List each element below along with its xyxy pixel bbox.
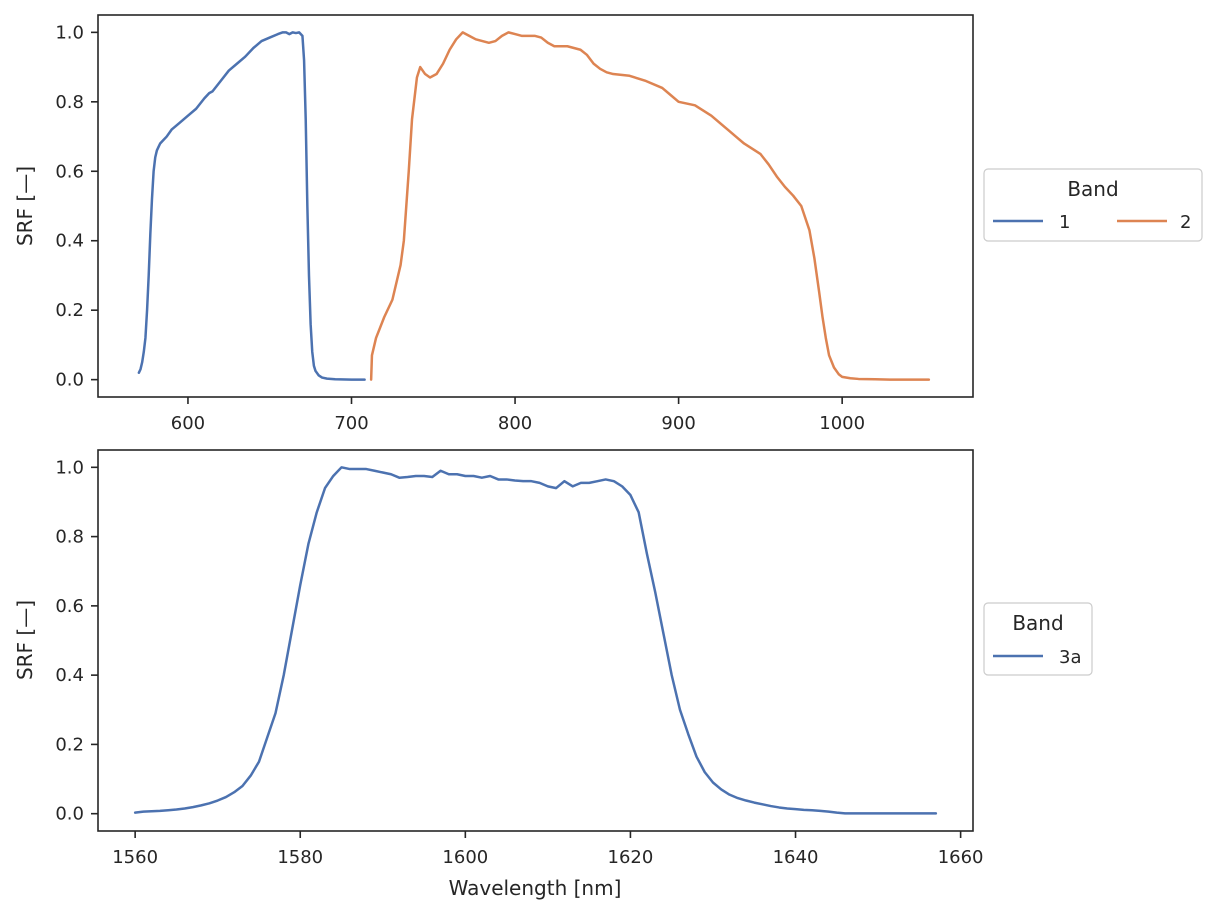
top-series-line-band-1 [137, 31, 366, 381]
top-legend-label-1: 1 [1059, 212, 1070, 233]
top-series-line-band-2 [369, 31, 931, 381]
top-y-tick-label: 1.0 [55, 22, 84, 43]
bottom-y-tick-label: 0.6 [55, 596, 84, 617]
bottom-x-tick-label: 1620 [608, 847, 654, 868]
top-y-tick-label: 0.6 [55, 161, 84, 182]
bottom-y-tick-label: 0.8 [55, 527, 84, 548]
top-legend-title: Band [1067, 177, 1118, 201]
bottom-x-tick-label: 1660 [938, 847, 984, 868]
top-x-ticks: 600 700 800 900 1000 [171, 397, 865, 434]
top-series-layer [137, 31, 931, 381]
top-x-tick-label: 700 [334, 413, 368, 434]
top-y-tick-label: 0.4 [55, 231, 84, 252]
top-plot-frame [97, 14, 974, 398]
bottom-legend-title: Band [1012, 611, 1063, 635]
bottom-y-ticks: 0.0 0.2 0.4 0.6 0.8 1.0 [55, 457, 98, 825]
bottom-x-tick-label: 1600 [442, 847, 488, 868]
top-x-tick-label: 600 [171, 413, 205, 434]
bottom-y-tick-label: 0.2 [55, 734, 84, 755]
top-x-tick-label: 900 [661, 413, 695, 434]
top-y-tick-label: 0.2 [55, 300, 84, 321]
top-x-tick-label: 800 [498, 413, 532, 434]
bottom-legend-label-3a: 3a [1059, 647, 1081, 668]
top-x-tick-label: 1000 [819, 413, 865, 434]
bottom-plot-frame [97, 449, 974, 832]
bottom-x-tick-label: 1560 [112, 847, 158, 868]
bottom-x-ticks: 1560 1580 1600 1620 1640 1660 [112, 831, 984, 868]
top-y-tick-label: 0.8 [55, 92, 84, 113]
top-legend: Band 1 2 [983, 168, 1203, 242]
top-y-axis-label: SRF [—] [13, 166, 37, 246]
top-y-ticks: 0.0 0.2 0.4 0.6 0.8 1.0 [55, 22, 98, 391]
bottom-x-tick-label: 1580 [277, 847, 323, 868]
x-axis-label: Wavelength [nm] [449, 876, 622, 900]
top-y-tick-label: 0.0 [55, 370, 84, 391]
bottom-y-tick-label: 0.4 [55, 665, 84, 686]
bottom-series-layer [133, 466, 938, 815]
bottom-legend: Band 3a [983, 602, 1093, 676]
top-chart: 600 700 800 900 1000 0.0 0.2 0.4 0.6 0.8 1.0 SRF … [13, 14, 1203, 434]
bottom-chart: 1560 1580 1600 1620 1640 1660 0.0 0.2 0.4 0.6 0.8… [13, 449, 1093, 900]
bottom-x-tick-label: 1640 [773, 847, 819, 868]
top-legend-box [983, 168, 1203, 242]
bottom-y-tick-label: 1.0 [55, 457, 84, 478]
bottom-y-axis-label: SRF [—] [13, 600, 37, 680]
bottom-series-line-band-3a [133, 466, 938, 815]
top-legend-label-2: 2 [1180, 212, 1191, 233]
bottom-y-tick-label: 0.0 [55, 804, 84, 825]
